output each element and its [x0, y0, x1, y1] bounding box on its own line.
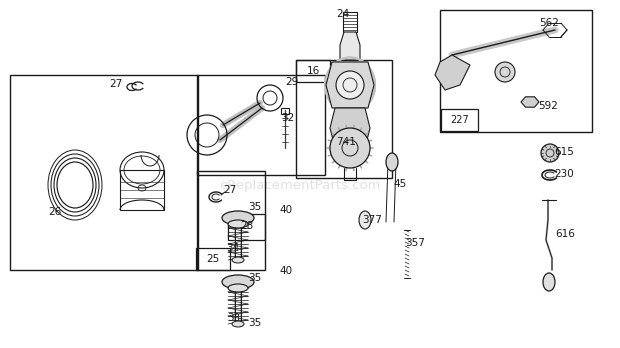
Ellipse shape	[232, 321, 244, 327]
Bar	[281, 108, 289, 114]
Text: 26: 26	[48, 207, 61, 217]
Bar	[228, 214, 265, 240]
Circle shape	[541, 144, 559, 162]
Text: 377: 377	[362, 215, 382, 225]
Bar	[120, 170, 164, 210]
Bar	[296, 60, 392, 178]
Text: 35: 35	[249, 318, 262, 328]
Polygon shape	[330, 108, 370, 148]
Ellipse shape	[232, 257, 244, 263]
Polygon shape	[435, 55, 470, 90]
Text: 27: 27	[223, 185, 237, 195]
Circle shape	[336, 71, 364, 99]
Text: 230: 230	[554, 169, 574, 179]
Text: 33: 33	[228, 313, 241, 323]
Text: 592: 592	[538, 101, 558, 111]
Text: eReplacementParts.com: eReplacementParts.com	[219, 179, 381, 191]
Ellipse shape	[386, 153, 398, 171]
Ellipse shape	[222, 211, 254, 225]
Text: 27: 27	[109, 79, 123, 89]
Text: 34: 34	[226, 243, 239, 253]
Circle shape	[526, 98, 533, 105]
Text: 45: 45	[393, 179, 407, 189]
Ellipse shape	[359, 211, 371, 229]
Polygon shape	[340, 32, 360, 60]
Text: 32: 32	[281, 113, 294, 123]
Text: 35: 35	[249, 202, 262, 212]
Bar	[440, 10, 592, 132]
Text: 16: 16	[306, 66, 320, 76]
Ellipse shape	[228, 284, 248, 292]
Bar	[296, 60, 330, 82]
Text: 40: 40	[280, 266, 293, 276]
Ellipse shape	[543, 273, 555, 291]
Text: 616: 616	[555, 229, 575, 239]
Text: 25: 25	[206, 254, 219, 264]
Text: 40: 40	[280, 205, 293, 215]
Bar	[197, 75, 325, 175]
Bar	[441, 109, 478, 131]
Circle shape	[330, 128, 370, 168]
Bar	[10, 75, 198, 270]
Bar	[343, 12, 357, 32]
Ellipse shape	[222, 275, 254, 289]
Text: 28: 28	[241, 221, 254, 231]
Text: 29: 29	[285, 77, 299, 87]
Polygon shape	[521, 97, 539, 107]
Polygon shape	[326, 62, 374, 108]
Text: 227: 227	[451, 115, 469, 125]
Text: 24: 24	[337, 9, 350, 19]
Bar	[196, 248, 230, 270]
Bar	[197, 171, 265, 270]
Ellipse shape	[228, 220, 248, 228]
Text: 357: 357	[405, 238, 425, 248]
Text: 741: 741	[336, 137, 356, 147]
Text: 35: 35	[249, 273, 262, 283]
Circle shape	[495, 62, 515, 82]
Text: 562: 562	[539, 18, 559, 28]
Text: 615: 615	[554, 147, 574, 157]
